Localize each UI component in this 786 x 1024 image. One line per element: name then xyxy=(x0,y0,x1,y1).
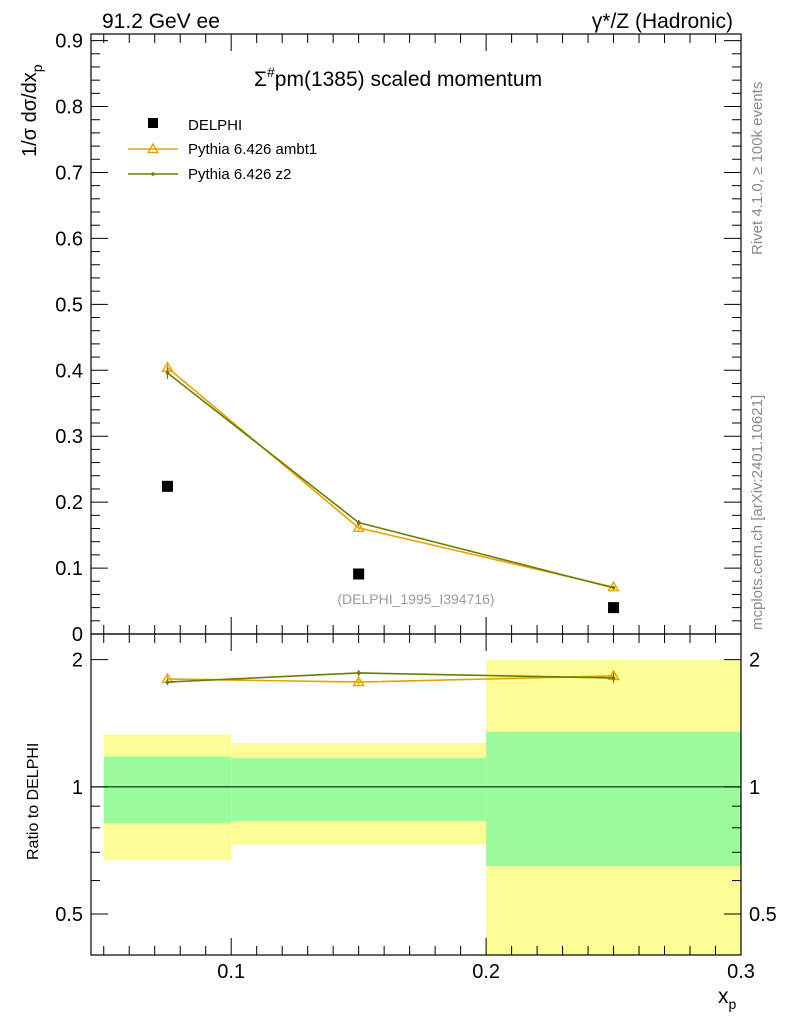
legend-marker-z2 xyxy=(151,172,155,176)
y-tick-label: 0.5 xyxy=(55,294,83,316)
chart-title-prefix: Σ xyxy=(254,68,267,91)
y-axis-label: 1/σ dσ/dxp xyxy=(19,64,45,157)
ratio-point xyxy=(165,680,170,684)
x-axis-label-sub: p xyxy=(729,996,737,1012)
y-tick-label: 0.9 xyxy=(55,31,83,53)
x-tick-label: 0.1 xyxy=(217,961,245,983)
legend-label-delphi: DELPHI xyxy=(188,117,242,134)
legend-marker-delphi xyxy=(148,118,158,128)
data-point xyxy=(352,521,365,533)
data-point xyxy=(611,586,616,590)
ratio-frame xyxy=(90,633,742,956)
reference-point xyxy=(161,480,173,492)
data-point xyxy=(356,520,361,525)
ratio-point xyxy=(611,676,616,680)
ratio-y-axis-label: Ratio to DELPHI xyxy=(25,743,42,860)
y-tick-label: 0.8 xyxy=(55,97,83,119)
svg-text:1/σ dσ/dxp: 1/σ dσ/dxp xyxy=(19,64,45,157)
x-axis-label-text: x xyxy=(718,985,729,1008)
ratio-y-tick-label: 0.5 xyxy=(55,904,83,926)
ratio-stat-band xyxy=(103,756,232,824)
legend: DELPHI Pythia 6.426 ambt1 Pythia 6.426 z… xyxy=(128,117,317,183)
series-line xyxy=(166,367,614,588)
chart-title: Σ#pm(1385) scaled momentum xyxy=(254,64,542,91)
y-tick-label: 0 xyxy=(72,624,83,646)
legend-label-ambt1: Pythia 6.426 ambt1 xyxy=(188,141,317,158)
legend-marker-ambt1 xyxy=(146,142,160,154)
x-tick-label: 0.2 xyxy=(472,961,500,983)
x-tick-label: 0.3 xyxy=(727,961,755,983)
x-axis-label: xp xyxy=(718,985,737,1012)
ratio-y-tick-label: 1 xyxy=(72,777,83,799)
legend-label-z2: Pythia 6.426 z2 xyxy=(188,166,291,183)
ratio-uncertainty-bands xyxy=(103,659,741,955)
reference-point xyxy=(353,568,365,580)
y-axis-label-text: 1/σ dσ/dx xyxy=(19,72,41,157)
y-tick-label: 0.2 xyxy=(55,492,83,514)
main-series xyxy=(161,361,620,614)
ratio-y-tick-label: 2 xyxy=(72,650,83,672)
ratio-y-tick-label-right: 2 xyxy=(749,650,760,672)
header-energy: 91.2 GeV ee xyxy=(102,10,220,33)
y-axis-label-sub: p xyxy=(29,64,45,72)
analysis-watermark: (DELPHI_1995_I394716) xyxy=(337,591,494,607)
mcplots-label: mcplots.cern.ch [arXiv:2401.10621] xyxy=(749,395,766,630)
y-tick-label: 0.4 xyxy=(55,360,83,382)
chart-title-sup: # xyxy=(267,64,275,80)
ratio-y-tick-label-right: 0.5 xyxy=(749,904,777,926)
y-tick-label: 0.7 xyxy=(55,162,83,184)
ratio-point xyxy=(356,671,361,675)
header-process: γ*/Z (Hadronic) xyxy=(592,10,733,33)
y-tick-label: 0.6 xyxy=(55,228,83,250)
rivet-label: Rivet 4.1.0, ≥ 100k events xyxy=(749,82,766,255)
data-point xyxy=(165,371,170,375)
ratio-y-tick-label-right: 1 xyxy=(749,777,760,799)
ratio-stat-band xyxy=(231,758,487,822)
series-line xyxy=(166,372,614,589)
y-tick-label: 0.3 xyxy=(55,426,83,448)
axes: 0 0.1 0.2 0.3 0.4 0.5 0.6 0.7 0.8 0.9 0.1 0.2 0.3 0.5… xyxy=(55,31,777,983)
y-tick-label: 0.1 xyxy=(55,558,83,580)
reference-point xyxy=(608,602,620,614)
chart-title-suffix: pm(1385) scaled momentum xyxy=(275,68,542,91)
ratio-stat-band xyxy=(486,731,741,866)
ratio-point xyxy=(352,675,365,687)
ratio-series xyxy=(161,669,620,687)
